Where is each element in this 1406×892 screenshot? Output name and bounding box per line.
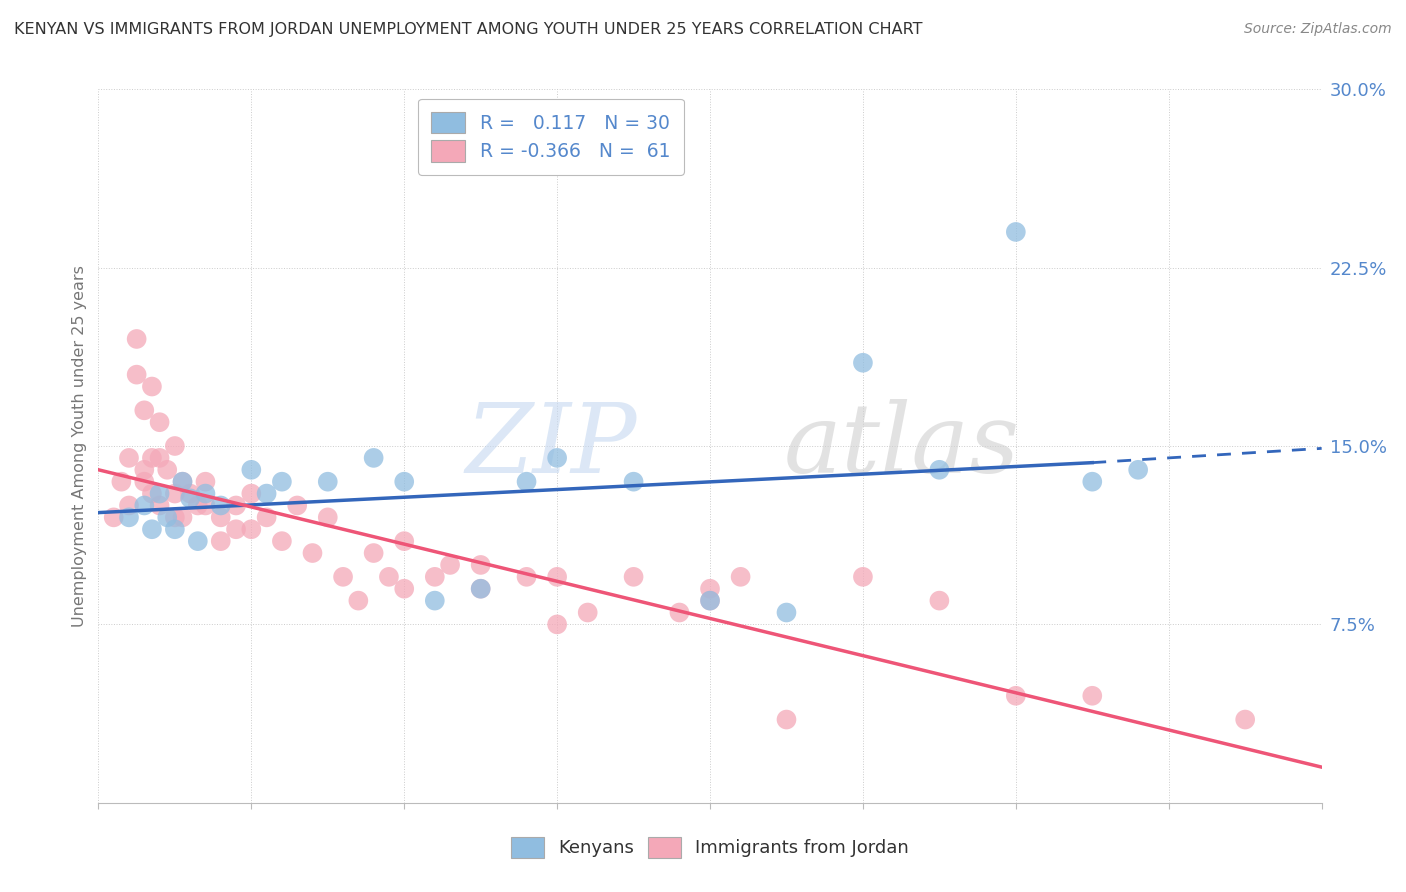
Point — [194, 499, 217, 513]
Point — [149, 486, 172, 500]
Text: Source: ZipAtlas.com: Source: ZipAtlas.com — [1244, 22, 1392, 37]
Point — [134, 475, 156, 489]
Point — [125, 368, 148, 382]
Point — [141, 450, 163, 465]
Point — [699, 593, 721, 607]
Point — [141, 379, 163, 393]
Point — [163, 439, 186, 453]
Point — [470, 582, 492, 596]
Point — [172, 475, 194, 489]
Point — [256, 510, 278, 524]
Point — [163, 510, 186, 524]
Point — [546, 142, 568, 156]
Point — [194, 475, 217, 489]
Point — [699, 593, 721, 607]
Point — [209, 510, 232, 524]
Point — [1081, 475, 1104, 489]
Point — [156, 463, 179, 477]
Point — [1234, 713, 1257, 727]
Point — [852, 570, 875, 584]
Point — [332, 570, 354, 584]
Point — [515, 570, 537, 584]
Point — [392, 582, 416, 596]
Point — [240, 522, 263, 536]
Point — [363, 450, 385, 465]
Point — [187, 534, 209, 549]
Point — [470, 558, 492, 572]
Point — [118, 510, 141, 524]
Point — [240, 486, 263, 500]
Point — [392, 534, 416, 549]
Point — [852, 356, 875, 370]
Point — [125, 332, 148, 346]
Legend: R =   0.117   N = 30, R = -0.366   N =  61: R = 0.117 N = 30, R = -0.366 N = 61 — [418, 99, 683, 175]
Point — [172, 475, 194, 489]
Point — [194, 486, 217, 500]
Point — [775, 606, 797, 620]
Point — [515, 475, 537, 489]
Point — [1081, 689, 1104, 703]
Point — [546, 450, 568, 465]
Point — [134, 499, 156, 513]
Point — [285, 499, 308, 513]
Point — [179, 486, 201, 500]
Point — [546, 617, 568, 632]
Point — [118, 499, 141, 513]
Point — [134, 403, 156, 417]
Point — [209, 534, 232, 549]
Point — [378, 570, 401, 584]
Point — [141, 486, 163, 500]
Point — [730, 570, 752, 584]
Text: atlas: atlas — [783, 399, 1019, 493]
Point — [156, 510, 179, 524]
Point — [118, 450, 141, 465]
Point — [576, 606, 599, 620]
Text: KENYAN VS IMMIGRANTS FROM JORDAN UNEMPLOYMENT AMONG YOUTH UNDER 25 YEARS CORRELA: KENYAN VS IMMIGRANTS FROM JORDAN UNEMPLO… — [14, 22, 922, 37]
Point — [439, 558, 461, 572]
Point — [1004, 225, 1026, 239]
Point — [470, 582, 492, 596]
Point — [316, 475, 339, 489]
Point — [423, 593, 446, 607]
Point — [775, 713, 797, 727]
Point — [423, 570, 446, 584]
Point — [141, 522, 163, 536]
Point — [347, 593, 370, 607]
Point — [392, 475, 416, 489]
Point — [149, 450, 172, 465]
Point — [270, 534, 294, 549]
Point — [134, 463, 156, 477]
Point — [149, 415, 172, 429]
Y-axis label: Unemployment Among Youth under 25 years: Unemployment Among Youth under 25 years — [72, 265, 87, 627]
Point — [699, 582, 721, 596]
Point — [172, 510, 194, 524]
Point — [187, 499, 209, 513]
Point — [623, 570, 645, 584]
Point — [928, 463, 950, 477]
Point — [163, 522, 186, 536]
Point — [240, 463, 263, 477]
Point — [149, 499, 172, 513]
Point — [1004, 689, 1026, 703]
Text: ZIP: ZIP — [465, 399, 637, 493]
Point — [363, 546, 385, 560]
Point — [209, 499, 232, 513]
Point — [270, 475, 294, 489]
Point — [179, 491, 201, 506]
Point — [668, 606, 690, 620]
Point — [546, 570, 568, 584]
Point — [256, 486, 278, 500]
Point — [103, 510, 125, 524]
Point — [301, 546, 323, 560]
Point — [1128, 463, 1150, 477]
Point — [316, 510, 339, 524]
Point — [928, 593, 950, 607]
Point — [225, 499, 247, 513]
Point — [163, 486, 186, 500]
Point — [110, 475, 132, 489]
Point — [623, 475, 645, 489]
Point — [225, 522, 247, 536]
